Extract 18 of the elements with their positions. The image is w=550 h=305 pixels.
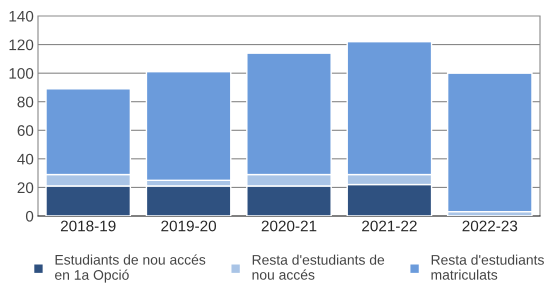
- bar: [146, 185, 232, 216]
- y-tick-label: 20: [18, 182, 34, 194]
- legend-label: Estudiants de nou accés en 1a Opció: [55, 254, 206, 283]
- x-tick-label: 2019-20: [161, 220, 216, 232]
- bar: [446, 72, 533, 212]
- x-tick-label: 2022-23: [462, 220, 518, 232]
- legend-label: Resta d'estudiants matriculats: [431, 254, 544, 280]
- legend-label: Resta d'estudiants de nou accés: [252, 254, 384, 280]
- y-tick-label: 60: [18, 125, 34, 136]
- y-tick-label: 100: [10, 68, 34, 79]
- y-tick-label: 140: [10, 10, 34, 22]
- x-tick-label: 2021-22: [362, 220, 417, 232]
- y-tick-label: 80: [18, 96, 34, 108]
- y-tick-label: 0: [26, 210, 34, 222]
- x-tick-label: 2020-21: [262, 220, 316, 232]
- x-tick-label: 2018-19: [60, 220, 116, 232]
- y-tick-label: 40: [17, 154, 34, 165]
- y-tick-label: 120: [10, 39, 34, 50]
